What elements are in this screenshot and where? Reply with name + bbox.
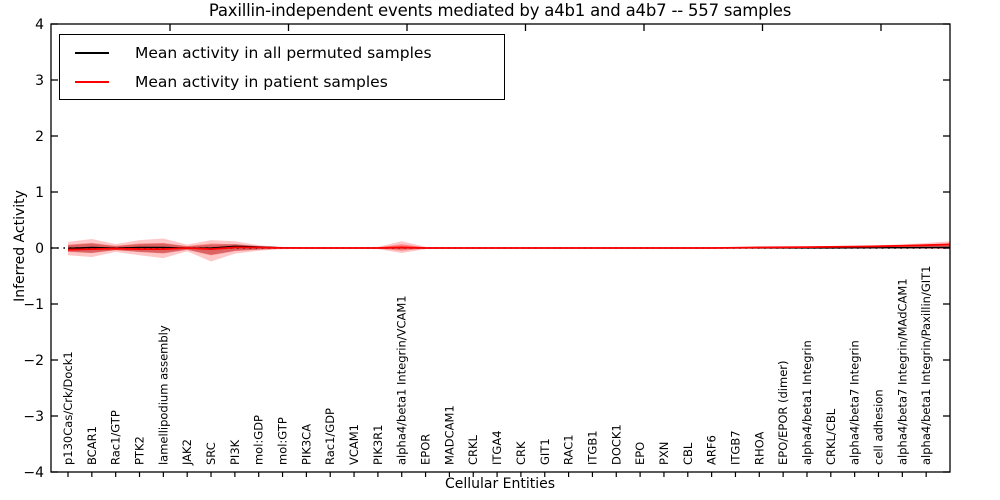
y-tick-label: −3 bbox=[23, 409, 44, 425]
x-tick-label: alpha4/beta7 Integrin/MAdCAM1 bbox=[895, 278, 909, 465]
x-tick-label: ITGA4 bbox=[490, 430, 504, 465]
x-tick-label: JAK2 bbox=[180, 439, 194, 466]
x-tick-label: CRKL/CBL bbox=[824, 408, 838, 465]
legend-item-patient: Mean activity in patient samples bbox=[75, 71, 504, 93]
chart-title: Paxillin-independent events mediated by … bbox=[208, 1, 792, 20]
y-tick-label: −4 bbox=[23, 465, 44, 481]
x-tick-label: lamellipodium assembly bbox=[156, 325, 170, 465]
x-tick-label: PIK3CA bbox=[299, 424, 313, 465]
x-tick-label: cell adhesion bbox=[871, 389, 885, 465]
x-tick-label: ITGB7 bbox=[728, 430, 742, 465]
x-tick-label: p130Cas/Crk/Dock1 bbox=[61, 351, 75, 465]
legend-label-patient: Mean activity in patient samples bbox=[135, 72, 388, 91]
x-tick-label: alpha4/beta7 Integrin bbox=[848, 340, 862, 465]
x-tick-label: alpha4/beta1 Integrin/VCAM1 bbox=[395, 295, 409, 465]
patient-band-outer-area bbox=[68, 238, 950, 262]
y-tick-label: −1 bbox=[23, 297, 44, 313]
x-tick-label: PIK3R1 bbox=[371, 425, 385, 466]
x-tick-label: GIT1 bbox=[538, 438, 552, 465]
patient-band-inner-area bbox=[68, 242, 950, 256]
legend-label-permuted: Mean activity in all permuted samples bbox=[135, 43, 432, 62]
x-tick-label: VCAM1 bbox=[347, 424, 361, 465]
x-tick-label: mol:GTP bbox=[276, 417, 290, 465]
x-tick-label: CRKL bbox=[466, 434, 480, 465]
legend-box: Mean activity in all permuted samples Me… bbox=[59, 34, 505, 100]
x-tick-label: CBL bbox=[681, 442, 695, 465]
y-tick-label: 0 bbox=[35, 241, 44, 257]
x-tick-label: ARF6 bbox=[705, 435, 719, 465]
x-tick-label: EPO/EPOR (dimer) bbox=[776, 361, 790, 466]
x-tick-label: DOCK1 bbox=[609, 424, 623, 465]
x-tick-label: RAC1 bbox=[562, 434, 576, 465]
permuted-band-area bbox=[68, 243, 950, 255]
y-tick-label: 3 bbox=[35, 73, 44, 89]
x-tick-label: alpha4/beta1 Integrin/Paxillin/GIT1 bbox=[919, 266, 933, 465]
x-tick-label: PI3K bbox=[228, 439, 242, 465]
x-tick-label: EPO bbox=[633, 442, 647, 465]
y-tick-label: −2 bbox=[23, 353, 44, 369]
x-tick-label: BCAR1 bbox=[85, 426, 99, 465]
legend-item-permuted: Mean activity in all permuted samples bbox=[75, 42, 504, 64]
x-tick-label: ITGB1 bbox=[585, 430, 599, 465]
x-tick-label: RHOA bbox=[752, 432, 766, 465]
y-tick-label: 4 bbox=[35, 17, 44, 33]
y-tick-label: 1 bbox=[35, 185, 44, 201]
patient-mean-line bbox=[67, 243, 950, 251]
x-tick-label: PXN bbox=[657, 442, 671, 465]
y-axis-label: Inferred Activity bbox=[12, 190, 28, 302]
patient-line-swatch bbox=[75, 80, 109, 83]
x-tick-label: Rac1/GTP bbox=[109, 410, 123, 465]
x-tick-label: MADCAM1 bbox=[442, 405, 456, 465]
x-tick-label: EPOR bbox=[419, 434, 433, 465]
x-tick-label: CRK bbox=[514, 441, 528, 465]
x-tick-label: SRC bbox=[204, 442, 218, 465]
x-axis-label: Cellular Entities bbox=[444, 476, 556, 492]
x-tick-label: Rac1/GDP bbox=[323, 408, 337, 465]
permuted-line-swatch bbox=[75, 51, 109, 54]
x-tick-label: alpha4/beta1 Integrin bbox=[800, 340, 814, 465]
x-tick-label: mol:GDP bbox=[252, 415, 266, 465]
x-tick-label: PTK2 bbox=[133, 436, 147, 465]
y-tick-label: 2 bbox=[35, 129, 44, 145]
